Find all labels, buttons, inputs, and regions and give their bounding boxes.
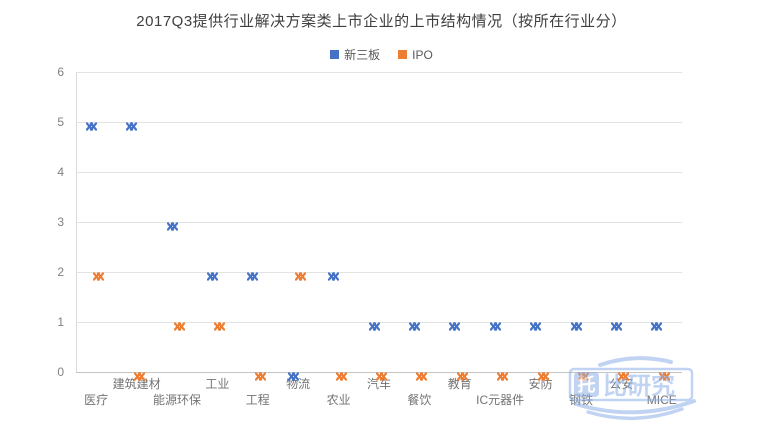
scatter-marker-IPO xyxy=(375,368,388,381)
scatter-marker-IPO xyxy=(214,318,226,331)
gridline-y5 xyxy=(76,122,682,123)
legend-item-xinsanban: 新三板 xyxy=(330,46,380,63)
scatter-marker-新三板 xyxy=(651,318,663,331)
gridline-y3 xyxy=(76,222,682,223)
x-category-label: 汽车 xyxy=(366,377,391,391)
x-category-label: 农业 xyxy=(326,393,351,407)
y-tick-label: 1 xyxy=(57,315,64,329)
x-category-label: IC元器件 xyxy=(476,393,525,407)
scatter-marker-IPO xyxy=(295,268,307,281)
x-category-label: 能源环保 xyxy=(152,393,201,407)
y-axis-line xyxy=(76,72,77,372)
chart-title: 2017Q3提供行业解决方案类上市企业的上市结构情况（按所在行业分） xyxy=(136,13,627,30)
gridline-y0 xyxy=(76,372,682,373)
scatter-marker-IPO xyxy=(618,368,630,381)
scatter-marker-新三板 xyxy=(85,118,97,131)
legend-item-ipo: IPO xyxy=(398,48,433,62)
scatter-marker-新三板 xyxy=(368,318,380,331)
scatter-marker-IPO xyxy=(537,368,549,381)
scatter-marker-新三板 xyxy=(287,368,299,381)
gridline-y6 xyxy=(76,72,682,73)
x-category-label: 工程 xyxy=(245,393,270,407)
scatter-marker-IPO xyxy=(577,368,590,381)
scatter-marker-新三板 xyxy=(408,318,420,331)
scatter-marker-新三板 xyxy=(327,268,340,281)
x-category-label: 建筑建材 xyxy=(112,377,161,391)
scatter-marker-新三板 xyxy=(610,318,622,331)
scatter-marker-新三板 xyxy=(449,318,461,331)
scatter-marker-IPO xyxy=(335,368,347,381)
x-category-label: 工业 xyxy=(205,377,230,391)
scatter-marker-IPO xyxy=(93,268,105,281)
x-category-label: 安防 xyxy=(528,377,553,391)
scatter-marker-新三板 xyxy=(166,218,178,231)
scatter-marker-新三板 xyxy=(570,318,582,331)
scatter-marker-新三板 xyxy=(247,268,259,281)
legend: 新三板 IPO xyxy=(0,46,763,63)
scatter-marker-IPO xyxy=(456,368,468,381)
scatter-marker-新三板 xyxy=(125,118,138,131)
scatter-marker-新三板 xyxy=(206,268,218,281)
scatter-marker-IPO xyxy=(416,368,428,381)
x-category-label: MICE xyxy=(646,393,677,407)
legend-label-xinsanban: 新三板 xyxy=(344,48,381,62)
y-tick-label: 2 xyxy=(57,265,64,279)
x-category-label: 物流 xyxy=(286,377,311,391)
scatter-marker-新三板 xyxy=(489,318,501,331)
y-tick-label: 4 xyxy=(57,165,64,179)
y-tick-label: 0 xyxy=(57,365,64,379)
gridline-y2 xyxy=(76,272,682,273)
x-category-label: 钢铁 xyxy=(568,393,593,407)
gridline-y4 xyxy=(76,172,682,173)
legend-swatch-xinsanban xyxy=(330,50,340,59)
x-category-label: 教育 xyxy=(447,377,472,391)
y-tick-label: 6 xyxy=(57,65,64,79)
legend-swatch-ipo xyxy=(398,50,408,59)
x-category-label: 餐饮 xyxy=(407,393,432,407)
scatter-marker-IPO xyxy=(133,368,145,381)
scatter-marker-IPO xyxy=(497,368,509,381)
y-tick-label: 5 xyxy=(57,115,64,129)
scatter-marker-IPO xyxy=(173,318,186,331)
scatter-marker-新三板 xyxy=(529,318,542,331)
y-tick-label: 3 xyxy=(57,215,64,229)
x-category-label: 医疗 xyxy=(84,393,109,407)
scatter-marker-IPO xyxy=(254,368,266,381)
legend-label-ipo: IPO xyxy=(412,47,433,62)
scatter-marker-IPO xyxy=(658,368,670,381)
